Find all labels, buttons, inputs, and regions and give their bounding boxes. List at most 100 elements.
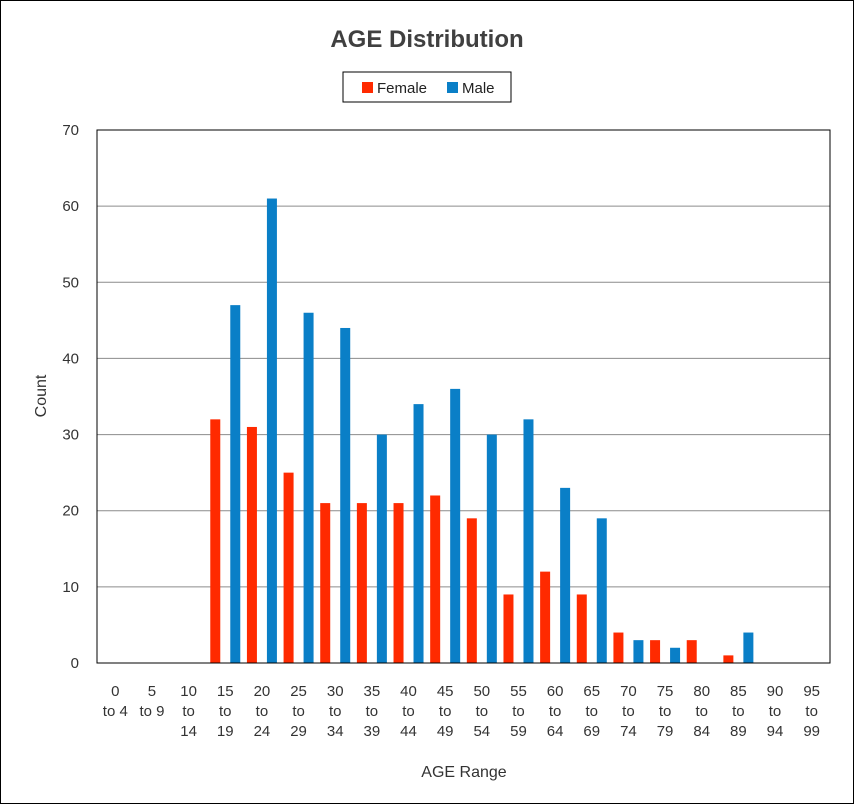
x-tick-label: 35 to 39 [364, 683, 381, 740]
y-tick-label: 60 [62, 198, 79, 215]
bar-male [230, 305, 241, 663]
x-tick-label-line: 40 [400, 683, 417, 700]
x-tick-label-line: 35 [364, 683, 381, 700]
x-tick-label-line: to [292, 703, 305, 720]
x-tick-label-line: 44 [400, 723, 417, 740]
x-tick-label-line: 19 [217, 723, 234, 740]
bar-male [560, 487, 571, 663]
x-tick-label: 70 to 74 [620, 683, 637, 740]
x-tick-label: 50 to 54 [473, 683, 490, 740]
bar-female [393, 503, 404, 663]
bar-male [596, 518, 607, 663]
x-tick-label-line: to [256, 703, 269, 720]
x-tick-label: 45 to 49 [437, 683, 454, 740]
x-tick-label-line: 29 [290, 723, 307, 740]
legend-swatch-female [362, 82, 373, 93]
x-tick-label-line: 0 [111, 683, 119, 700]
bar-male [633, 640, 644, 663]
x-tick-label-line: 45 [437, 683, 454, 700]
bar-female [503, 594, 514, 663]
bar-male [266, 198, 277, 663]
x-tick-label-line: to 9 [139, 703, 164, 720]
y-tick-label: 50 [62, 274, 79, 291]
x-tick-label-line: to [366, 703, 379, 720]
x-tick-label: 40 to 44 [400, 683, 417, 740]
x-tick-label: 25 to 29 [290, 683, 307, 740]
bar-male [340, 327, 351, 663]
x-tick-label-line: to [586, 703, 599, 720]
chart-title: AGE Distribution [330, 26, 523, 53]
x-tick-label: 10 to 14 [180, 683, 197, 740]
x-tick-label-line: 75 [657, 683, 674, 700]
x-tick-label-line: 10 [180, 683, 197, 700]
x-tick-label: 30 to 34 [327, 683, 344, 740]
legend-swatch-male [447, 82, 458, 93]
x-tick-label-line: 50 [473, 683, 490, 700]
x-tick-label-line: 79 [657, 723, 674, 740]
x-tick-label-line: 85 [730, 683, 747, 700]
bar-male [743, 632, 754, 663]
x-tick-label: 20 to 24 [254, 683, 271, 740]
bar-male [303, 312, 314, 663]
x-tick-label: 80 to 84 [693, 683, 710, 740]
bar-female [430, 495, 441, 663]
x-tick-label-line: 30 [327, 683, 344, 700]
bar-female [320, 503, 331, 663]
y-axis-title: Count [33, 374, 50, 417]
y-tick-label: 10 [62, 579, 79, 596]
y-tick-label: 20 [62, 503, 79, 520]
x-tick-label-line: 24 [254, 723, 271, 740]
bar-male [376, 434, 387, 663]
gridlines [97, 129, 830, 588]
x-tick-label-line: 99 [803, 723, 820, 740]
bar-female [650, 640, 661, 663]
bar-female [466, 518, 477, 663]
x-tick-label-line: 5 [148, 683, 156, 700]
x-tick-label-line: 60 [547, 683, 564, 700]
x-tick-label-line: 25 [290, 683, 307, 700]
x-tick-label-line: to [182, 703, 195, 720]
x-tick-label-line: 39 [364, 723, 381, 740]
x-tick-label-line: 65 [583, 683, 600, 700]
x-tick-label-line: to [402, 703, 415, 720]
y-tick-label: 70 [62, 122, 79, 139]
bar-male [670, 647, 681, 663]
x-tick-label-line: 34 [327, 723, 344, 740]
x-tick-label: 55 to 59 [510, 683, 527, 740]
bar-male [450, 388, 461, 663]
plot-area-border [96, 129, 831, 664]
x-tick-label-line: 14 [180, 723, 197, 740]
x-tick-label-line: 95 [803, 683, 820, 700]
x-tick-label-line: 59 [510, 723, 527, 740]
bar-female [576, 594, 587, 663]
x-tick-label-line: 94 [767, 723, 784, 740]
x-tick-label: 60 to 64 [547, 683, 564, 740]
bar-female [686, 640, 697, 663]
legend: Female Male [342, 71, 512, 103]
x-tick-label: 95 to 99 [803, 683, 820, 740]
x-tick-label: 75 to 79 [657, 683, 674, 740]
bar-female [356, 503, 367, 663]
x-tick-label-line: 84 [693, 723, 710, 740]
x-tick-label-line: 64 [547, 723, 564, 740]
x-tick-label-line: to [805, 703, 818, 720]
x-tick-label-line: to [622, 703, 635, 720]
x-tick-label-line: to [476, 703, 489, 720]
x-tick-label-line: 74 [620, 723, 637, 740]
x-tick-label-line: 54 [473, 723, 490, 740]
bar-female [210, 419, 221, 663]
bar-male [523, 419, 534, 663]
x-tick-label-line: to [695, 703, 708, 720]
x-tick-label-line: to [732, 703, 745, 720]
x-tick-label: 85 to 89 [730, 683, 747, 740]
bar-male [413, 404, 424, 663]
x-tick-label-line: to [329, 703, 342, 720]
x-tick-label-line: 20 [254, 683, 271, 700]
bar-female [540, 571, 551, 663]
x-tick-label-line: 89 [730, 723, 747, 740]
x-tick-label-line: to [659, 703, 672, 720]
bar-male [486, 434, 497, 663]
